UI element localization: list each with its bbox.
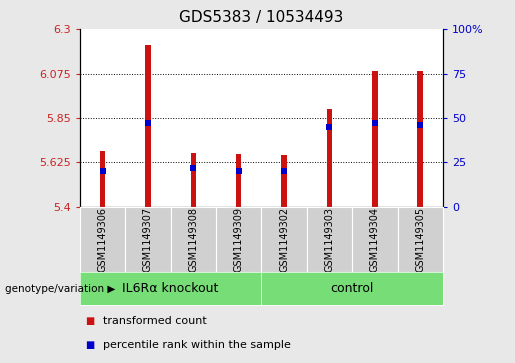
Bar: [327, 109, 332, 207]
Text: GSM1149303: GSM1149303: [324, 207, 334, 272]
Text: IL6Rα knockout: IL6Rα knockout: [123, 282, 219, 295]
Bar: [281, 155, 287, 207]
Text: ■: ■: [85, 316, 94, 326]
Text: percentile rank within the sample: percentile rank within the sample: [103, 340, 291, 350]
Text: ■: ■: [85, 340, 94, 350]
Text: GSM1149304: GSM1149304: [370, 207, 380, 272]
Bar: [372, 70, 377, 207]
Text: genotype/variation ▶: genotype/variation ▶: [5, 284, 115, 294]
Text: GSM1149307: GSM1149307: [143, 207, 153, 272]
Bar: [236, 154, 242, 207]
Text: GSM1149306: GSM1149306: [97, 207, 108, 272]
Text: control: control: [331, 282, 374, 295]
Title: GDS5383 / 10534493: GDS5383 / 10534493: [179, 10, 344, 25]
Bar: [145, 45, 150, 207]
Text: GSM1149308: GSM1149308: [188, 207, 198, 272]
Text: transformed count: transformed count: [103, 316, 207, 326]
Text: GSM1149305: GSM1149305: [415, 207, 425, 272]
Bar: [191, 153, 196, 207]
Text: GSM1149302: GSM1149302: [279, 207, 289, 272]
Bar: [418, 70, 423, 207]
Bar: [100, 151, 105, 207]
Text: GSM1149309: GSM1149309: [234, 207, 244, 272]
